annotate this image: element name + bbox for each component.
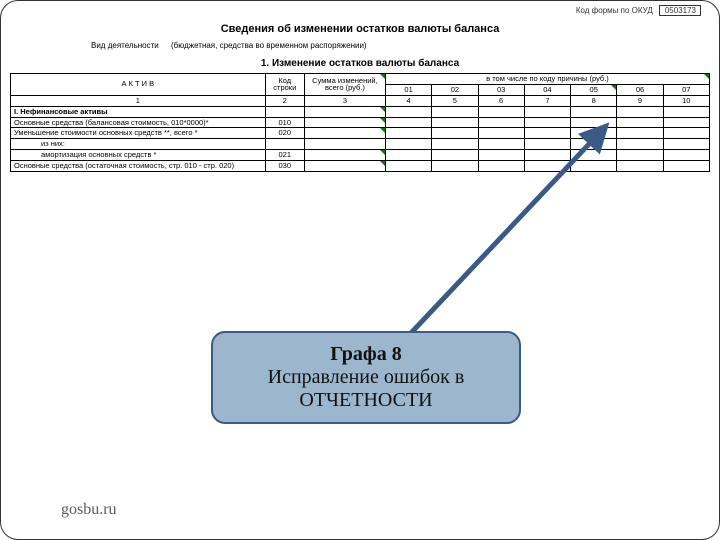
table-header-row-1: А К Т И В Код строки Сумма изменений, вс…	[11, 74, 710, 85]
col-group: в том числе по коду причины (руб.)	[385, 74, 709, 85]
callout-line3: ОТЧЕТНОСТИ	[227, 389, 505, 412]
footer-text: gosbu.ru	[61, 501, 117, 519]
table-row: Уменьшение стоимости основных средств **…	[11, 128, 710, 139]
col-02: 02	[432, 84, 478, 95]
table-row: амортизация основных средств * 021	[11, 150, 710, 161]
page-frame: Код формы по ОКУД 0503173 Сведения об из…	[0, 0, 720, 540]
okud-block: Код формы по ОКУД 0503173	[576, 5, 701, 16]
doc-title: Сведения об изменении остатков валюты ба…	[1, 23, 719, 35]
activity-value: (бюджетная, средства во временном распор…	[171, 41, 367, 50]
okud-label: Код формы по ОКУД	[576, 6, 653, 15]
table-number-row: 1 2 3 4 5 6 7 8 9 10	[11, 95, 710, 106]
col-01: 01	[385, 84, 431, 95]
callout-line2: Исправление ошибок в	[227, 366, 505, 389]
callout-title: Графа 8	[227, 343, 505, 366]
activity-label: Вид деятельности	[91, 41, 171, 50]
col-sum: Сумма изменений, всего (руб.)	[304, 74, 385, 96]
col-07: 07	[663, 84, 709, 95]
col-code: Код строки	[265, 74, 304, 96]
activity-line: Вид деятельности (бюджетная, средства во…	[91, 41, 719, 50]
col-06: 06	[617, 84, 663, 95]
okud-code: 0503173	[659, 5, 701, 16]
col-aktive: А К Т И В	[11, 74, 266, 96]
table-row: Основные средства (балансовая стоимость,…	[11, 117, 710, 128]
col-03: 03	[478, 84, 524, 95]
col-04: 04	[524, 84, 570, 95]
table-row: из них:	[11, 139, 710, 150]
callout-box: Графа 8 Исправление ошибок в ОТЧЕТНОСТИ	[211, 331, 521, 424]
table-row: I. Нефинансовые активы	[11, 106, 710, 117]
balance-table: А К Т И В Код строки Сумма изменений, вс…	[10, 73, 710, 172]
section-title: 1. Изменение остатков валюты баланса	[1, 58, 719, 69]
col-05: 05	[571, 84, 617, 95]
table-row: Основные средства (остаточная стоимость,…	[11, 161, 710, 172]
